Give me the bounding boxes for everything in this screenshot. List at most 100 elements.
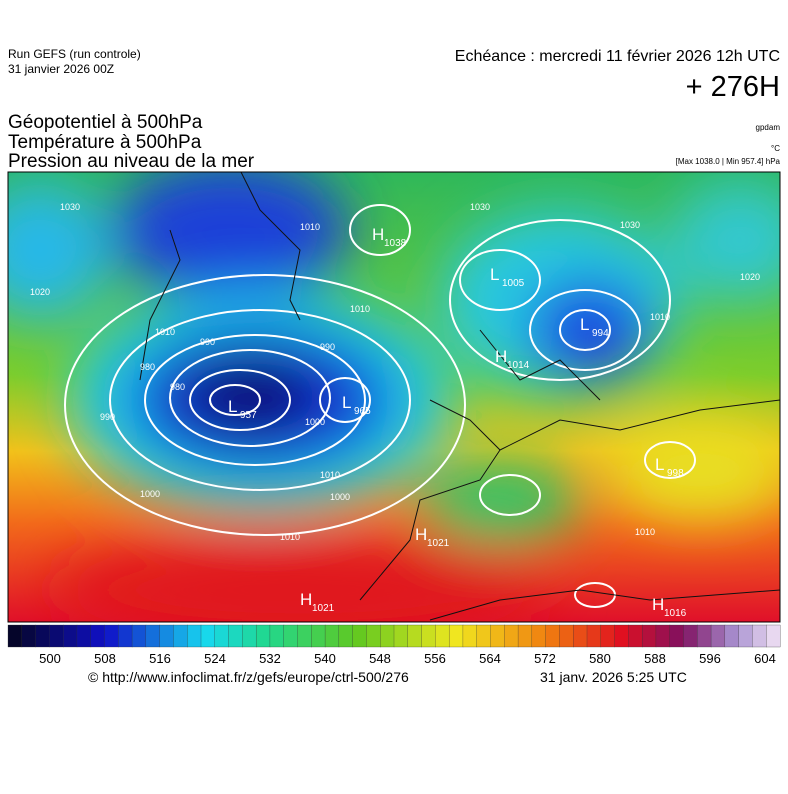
center-value: 1021 — [427, 538, 450, 549]
colorbar-cell — [200, 624, 216, 648]
colorbar-cell — [49, 624, 64, 648]
colorbar-cell — [600, 624, 616, 648]
map — [8, 172, 780, 622]
center-type: H — [495, 347, 507, 366]
colorbar-cell — [545, 624, 560, 648]
center-value: 957 — [240, 410, 257, 421]
colorbar-cell — [283, 624, 298, 648]
isobar-label: 1010 — [650, 312, 670, 322]
isobar-label: 990 — [320, 342, 335, 352]
colorbar-cell — [324, 624, 340, 648]
colorbar-tick-label: 572 — [534, 651, 556, 666]
center-type: L — [580, 315, 589, 334]
colorbar-cell — [766, 624, 781, 648]
colorbar-tick-label: 580 — [589, 651, 611, 666]
colorbar-cell — [448, 624, 464, 648]
isobar-label: 980 — [170, 382, 185, 392]
colorbar-cell — [476, 624, 491, 648]
run-date: 31 janvier 2026 00Z — [8, 62, 114, 76]
colorbar-tick-label: 524 — [204, 651, 226, 666]
isobar-label: 990 — [100, 412, 115, 422]
center-type: H — [300, 590, 312, 609]
center-value: 1005 — [502, 278, 525, 289]
colorbar-tick-label: 516 — [149, 651, 171, 666]
isobar-label: 1010 — [280, 532, 300, 542]
center-type: L — [655, 455, 664, 474]
colorbar-cell — [380, 624, 395, 648]
colorbar-tick-label: 564 — [479, 651, 501, 666]
colorbar-cell — [738, 624, 753, 648]
colorbar-cell — [435, 624, 450, 648]
colorbar-cell — [517, 624, 533, 648]
colorbar-cell — [255, 624, 271, 648]
colorbar-cell — [352, 624, 367, 648]
colorbar-cell — [76, 624, 92, 648]
colorbar-cell — [407, 624, 423, 648]
colorbar-cell — [104, 624, 119, 648]
colorbar-cell — [311, 624, 326, 648]
colorbar-tick-label: 548 — [369, 651, 391, 666]
colorbar-cell — [586, 624, 602, 648]
center-value: 965 — [354, 406, 371, 417]
isobar-label: 1020 — [30, 287, 50, 297]
center-type: H — [652, 595, 664, 614]
isobar-label: 1000 — [330, 492, 350, 502]
colorbar-cell — [62, 624, 78, 648]
colorbar-cell — [655, 624, 671, 648]
isobar-label: 1020 — [740, 272, 760, 282]
colorbar-cell — [393, 624, 409, 648]
colorbar-tick-label: 588 — [644, 651, 666, 666]
colorbar-cell — [214, 624, 230, 648]
colorbar-cell — [752, 624, 767, 648]
colorbar-cell — [710, 624, 726, 648]
colorbar-cell — [118, 624, 133, 648]
colorbar-cell — [641, 624, 657, 648]
title: Température à 500hPa — [8, 132, 202, 153]
footer-url: © http://www.infoclimat.fr/z/gefs/europe… — [88, 669, 409, 685]
colorbar-cell — [159, 624, 174, 648]
isobar-label: 1000 — [305, 417, 325, 427]
colorbar-cell — [90, 624, 105, 648]
colorbar-cell — [614, 624, 629, 648]
isobar-label: 1010 — [320, 470, 340, 480]
colorbar-cell — [145, 624, 161, 648]
colorbar-cell — [173, 624, 188, 648]
colorbar-cell — [21, 624, 37, 648]
colorbar-cell — [462, 624, 478, 648]
center-value: 1021 — [312, 603, 335, 614]
center-value: 994 — [592, 328, 609, 339]
colorbar-cell — [242, 624, 257, 648]
isobar-label: 1010 — [155, 327, 175, 337]
echeance: Echéance : mercredi 11 février 2026 12h … — [455, 48, 780, 65]
center-type: H — [372, 225, 384, 244]
unit: [Max 1038.0 | Min 957.4] hPa — [676, 157, 781, 166]
colorbar-cell — [683, 624, 698, 648]
lead-time: + 276H — [686, 71, 780, 103]
center-type: L — [228, 397, 237, 416]
colorbar-tick-label: 540 — [314, 651, 336, 666]
colorbar-tick-label: 604 — [754, 651, 776, 666]
isobar-label: 1010 — [350, 304, 370, 314]
colorbar-cell — [724, 624, 740, 648]
isobar-label: 1000 — [140, 489, 160, 499]
colorbar-cell — [297, 624, 312, 648]
colorbar-cell — [35, 624, 50, 648]
isobar-label: 1010 — [635, 527, 655, 537]
run: Run GEFS (run controle) — [8, 47, 141, 61]
footer-time: 31 janv. 2026 5:25 UTC — [540, 669, 687, 685]
colorbar-cell — [131, 624, 147, 648]
colorbar-tick-label: 508 — [94, 651, 116, 666]
colorbar-cell — [504, 624, 519, 648]
colorbar-cell — [573, 624, 588, 648]
title: Pression au niveau de la mer — [8, 151, 255, 172]
isobar-label: 1010 — [300, 222, 320, 232]
unit: gpdam — [756, 123, 781, 132]
center-value: 998 — [667, 468, 684, 479]
isobar-label: 1030 — [470, 202, 490, 212]
colorbar-cell — [669, 624, 684, 648]
center-type: L — [342, 393, 351, 412]
colorbar-tick-label: 532 — [259, 651, 281, 666]
colorbar-cell — [269, 624, 285, 648]
colorbar-cell — [187, 624, 202, 648]
colorbar-tick-label: 596 — [699, 651, 721, 666]
